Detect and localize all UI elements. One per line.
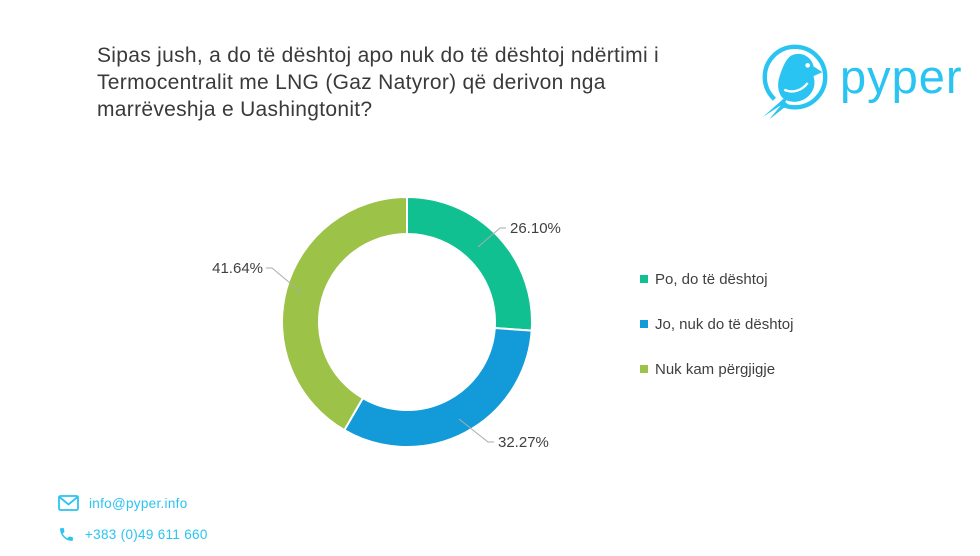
legend-label-po: Po, do të dështoj xyxy=(655,270,768,288)
envelope-icon xyxy=(58,495,79,511)
pyper-logo: pyper xyxy=(756,40,963,118)
contact-email-row: info@pyper.info xyxy=(58,494,208,512)
donut-slice-0 xyxy=(406,195,533,332)
donut-chart: 26.10% 32.27% 41.64% xyxy=(212,195,561,451)
chart-legend: Po, do të dështoj Jo, nuk do të dështoj … xyxy=(640,268,793,403)
contact-phone-row: +383 (0)49 611 660 xyxy=(58,525,208,543)
slice-label-jo: 32.27% xyxy=(498,434,549,451)
leader-line-jo xyxy=(458,418,494,443)
contact-email-text: info@pyper.info xyxy=(89,495,188,511)
legend-label-jo: Jo, nuk do të dështoj xyxy=(655,315,794,333)
leader-line-nuk xyxy=(266,267,303,294)
contact-block: info@pyper.info +383 (0)49 611 660 xyxy=(58,494,208,556)
question-title-line-2: Termocentralit me LNG (Gaz Natyror) që d… xyxy=(97,71,606,94)
donut-slice-1 xyxy=(342,326,533,448)
donut-slices xyxy=(281,195,533,448)
question-title-line-3: marrëveshja e Uashingtonit? xyxy=(97,98,373,121)
phone-icon xyxy=(58,526,75,543)
legend-item-jo: Jo, nuk do të dështoj xyxy=(640,313,793,335)
slice-label-po: 26.10% xyxy=(510,220,561,237)
slice-label-nuk: 41.64% xyxy=(212,260,263,277)
legend-item-po: Po, do të dështoj xyxy=(640,268,793,290)
question-title: Sipas jush, a do të dështoj apo nuk do t… xyxy=(97,42,757,123)
question-title-line-1: Sipas jush, a do të dështoj apo nuk do t… xyxy=(97,44,660,67)
leader-line-po xyxy=(477,227,506,248)
legend-item-nuk: Nuk kam përgjigje xyxy=(640,358,793,380)
donut-slice-2 xyxy=(281,195,408,432)
pyper-bird-logo-icon xyxy=(762,44,828,118)
legend-swatch-po xyxy=(640,275,648,283)
legend-label-nuk: Nuk kam përgjigje xyxy=(655,360,776,378)
logo-wordmark: pyper xyxy=(840,49,963,103)
donut-chart-area: 26.10% 32.27% 41.64% xyxy=(170,180,600,470)
contact-phone-text: +383 (0)49 611 660 xyxy=(85,526,208,542)
legend-swatch-jo xyxy=(640,320,648,328)
legend-swatch-nuk xyxy=(640,365,648,373)
